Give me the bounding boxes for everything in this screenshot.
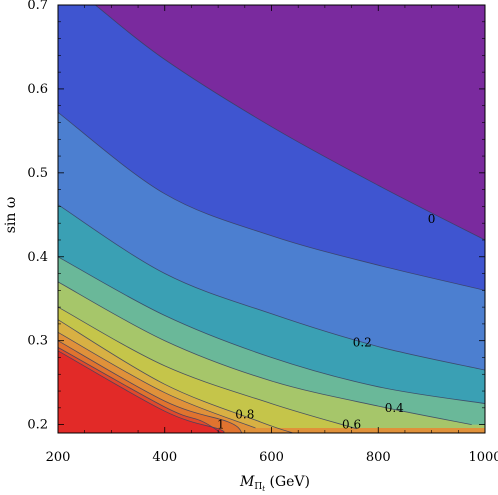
contour-label-0.2: 0.2 [353, 335, 372, 349]
y-tick-label: 0.4 [27, 250, 48, 265]
contour-line-0.6 [58, 319, 294, 433]
x-axis-label-sub: Π [254, 482, 262, 492]
y-axis-label: sin ω [3, 197, 19, 234]
contour-line-0.8 [58, 340, 243, 433]
contour-line-0.5 [58, 306, 358, 430]
contour-line-0.4 [58, 281, 472, 425]
y-tick-label: 0.3 [27, 334, 48, 349]
contour-line-0 [95, 5, 485, 241]
x-axis-label-main: M [239, 474, 255, 490]
contour-label-0.6: 0.6 [342, 418, 361, 432]
x-tick-label: 1000 [468, 450, 498, 465]
contour-label-0: 0 [428, 212, 436, 226]
contour-regions [58, 5, 485, 433]
contour-line-0.2 [58, 204, 485, 371]
y-tick-label: 0.2 [27, 418, 48, 433]
x-tick-label: 800 [366, 450, 391, 465]
contour-labels: 0 0.2 0.4 0.6 0.8 1 [217, 212, 435, 432]
x-axis-ticks: 200 400 600 800 1000 [46, 5, 498, 465]
contour-line-0.1 [58, 112, 485, 291]
x-axis-label: MΠt (GeV) [239, 474, 310, 493]
x-tick-label: 200 [46, 450, 71, 465]
contour-line-0.3 [58, 256, 485, 404]
y-tick-label: 0.7 [27, 0, 48, 13]
y-tick-label: 0.5 [27, 166, 48, 181]
contour-region-below-1 [58, 350, 485, 433]
y-tick-label: 0.6 [27, 82, 48, 97]
contour-lines [58, 5, 485, 433]
contour-label-1: 1 [217, 418, 225, 432]
contour-label-0.4: 0.4 [385, 401, 404, 415]
x-axis-label-unit: (GeV) [265, 474, 310, 490]
x-tick-label: 400 [152, 450, 177, 465]
y-axis-ticks: 0.2 0.3 0.4 0.5 0.6 0.7 [27, 0, 485, 433]
contour-line-0.7 [58, 331, 256, 429]
contour-label-0.8: 0.8 [235, 408, 254, 422]
contour-line-1 [58, 350, 225, 433]
x-tick-label: 600 [259, 450, 284, 465]
x-axis-label-subsub: t [262, 485, 265, 493]
